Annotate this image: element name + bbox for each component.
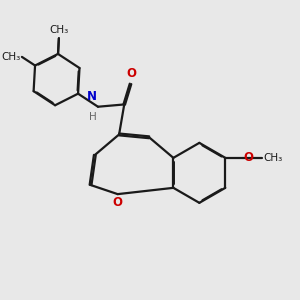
Text: H: H [89, 112, 97, 122]
Text: CH₃: CH₃ [264, 153, 283, 163]
Text: N: N [86, 90, 97, 103]
Text: O: O [112, 196, 122, 209]
Text: O: O [126, 68, 136, 80]
Text: O: O [244, 152, 254, 164]
Text: CH₃: CH₃ [49, 26, 68, 35]
Text: CH₃: CH₃ [1, 52, 20, 62]
